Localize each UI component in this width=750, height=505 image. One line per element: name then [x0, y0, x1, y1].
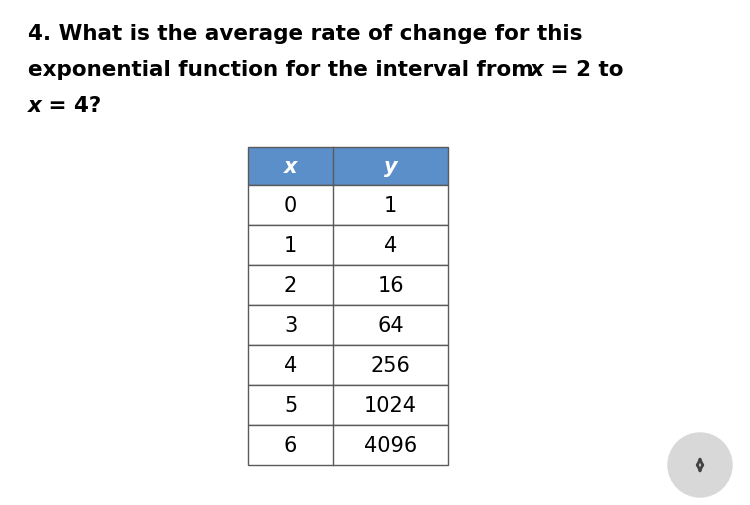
Bar: [248, 345, 448, 385]
Bar: [248, 306, 448, 345]
Bar: [248, 266, 448, 306]
Text: = 2 to: = 2 to: [543, 60, 623, 79]
Text: 4: 4: [284, 356, 297, 375]
Text: 1: 1: [284, 235, 297, 256]
Text: 1: 1: [384, 195, 398, 216]
Bar: [248, 226, 448, 266]
Text: 2: 2: [284, 275, 297, 295]
Text: 0: 0: [284, 195, 297, 216]
Text: = 4?: = 4?: [41, 95, 101, 115]
Text: 64: 64: [377, 316, 404, 335]
Bar: [248, 385, 448, 425]
Text: 5: 5: [284, 395, 297, 415]
Bar: [248, 147, 448, 186]
Text: y: y: [384, 157, 398, 177]
Text: x: x: [28, 95, 42, 115]
Circle shape: [668, 433, 732, 497]
Text: 1024: 1024: [364, 395, 417, 415]
Bar: [248, 186, 448, 226]
Text: 4096: 4096: [364, 435, 417, 455]
Text: 16: 16: [377, 275, 404, 295]
Text: 256: 256: [370, 356, 410, 375]
Text: 4: 4: [384, 235, 398, 256]
Text: x: x: [530, 60, 544, 79]
Bar: [248, 425, 448, 465]
Text: 3: 3: [284, 316, 297, 335]
Text: exponential function for the interval from: exponential function for the interval fr…: [28, 60, 542, 79]
Text: 6: 6: [284, 435, 297, 455]
Text: 4. What is the average rate of change for this: 4. What is the average rate of change fo…: [28, 23, 583, 43]
Text: x: x: [284, 157, 297, 177]
